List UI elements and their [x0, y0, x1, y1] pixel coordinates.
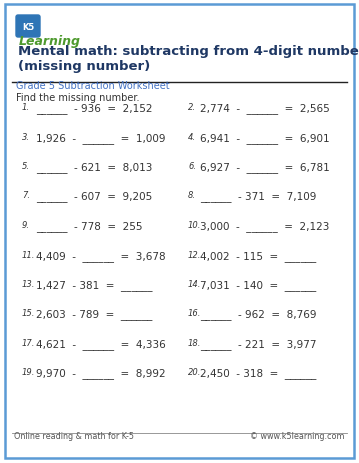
Text: 18.: 18.: [188, 338, 201, 347]
Text: 8.: 8.: [188, 191, 196, 200]
Text: 2.: 2.: [188, 103, 196, 112]
Text: 14.: 14.: [188, 279, 201, 288]
Text: 7.: 7.: [22, 191, 30, 200]
Text: 10.: 10.: [188, 220, 201, 230]
Text: 9,970  -  ______  =  8,992: 9,970 - ______ = 8,992: [36, 368, 165, 379]
Text: ______  - 778  =  255: ______ - 778 = 255: [36, 220, 143, 232]
Text: 19.: 19.: [22, 368, 36, 377]
Text: 7,031  - 140  =  ______: 7,031 - 140 = ______: [200, 280, 316, 290]
Text: 4,002  - 115  =  ______: 4,002 - 115 = ______: [200, 250, 316, 261]
Text: © www.k5learning.com: © www.k5learning.com: [251, 431, 345, 440]
Text: K5: K5: [22, 22, 34, 31]
Text: 2,774  -  ______  =  2,565: 2,774 - ______ = 2,565: [200, 103, 330, 114]
Text: 16.: 16.: [188, 309, 201, 318]
Text: ______  - 371  =  7,109: ______ - 371 = 7,109: [200, 191, 316, 202]
Text: 1.: 1.: [22, 103, 30, 112]
Text: 20.: 20.: [188, 368, 201, 377]
Text: Find the missing number.: Find the missing number.: [16, 93, 140, 103]
Text: 12.: 12.: [188, 250, 201, 259]
Text: 6,941  -  ______  =  6,901: 6,941 - ______ = 6,901: [200, 132, 330, 143]
Text: 1,427  - 381  =  ______: 1,427 - 381 = ______: [36, 280, 153, 290]
Text: Mental math: subtracting from 4-digit numbers: Mental math: subtracting from 4-digit nu…: [18, 45, 359, 58]
Text: 17.: 17.: [22, 338, 36, 347]
Text: Learning: Learning: [19, 36, 81, 49]
FancyBboxPatch shape: [16, 16, 40, 38]
Text: ______  - 936  =  2,152: ______ - 936 = 2,152: [36, 103, 153, 114]
Text: 4,621  -  ______  =  4,336: 4,621 - ______ = 4,336: [36, 338, 166, 349]
Text: 5.: 5.: [22, 162, 30, 171]
Text: 2,450  - 318  =  ______: 2,450 - 318 = ______: [200, 368, 316, 379]
Text: 6.: 6.: [188, 162, 196, 171]
Text: 1,926  -  ______  =  1,009: 1,926 - ______ = 1,009: [36, 132, 165, 143]
Text: 2,603  - 789  =  ______: 2,603 - 789 = ______: [36, 309, 152, 320]
Text: 15.: 15.: [22, 309, 36, 318]
Text: 3,000  -  ______  =  2,123: 3,000 - ______ = 2,123: [200, 220, 329, 232]
Text: ______  - 221  =  3,977: ______ - 221 = 3,977: [200, 338, 317, 349]
Text: (missing number): (missing number): [18, 60, 150, 73]
Text: 6,927  -  ______  =  6,781: 6,927 - ______ = 6,781: [200, 162, 330, 173]
Text: Online reading & math for K-5: Online reading & math for K-5: [14, 431, 134, 440]
Text: ______  - 607  =  9,205: ______ - 607 = 9,205: [36, 191, 152, 202]
Text: Grade 5 Subtraction Worksheet: Grade 5 Subtraction Worksheet: [16, 81, 169, 91]
Text: 9.: 9.: [22, 220, 30, 230]
Text: 11.: 11.: [22, 250, 36, 259]
Text: 4,409  -  ______  =  3,678: 4,409 - ______ = 3,678: [36, 250, 165, 261]
Text: 3.: 3.: [22, 132, 30, 141]
Text: 13.: 13.: [22, 279, 36, 288]
Text: 4.: 4.: [188, 132, 196, 141]
Text: ______  - 621  =  8,013: ______ - 621 = 8,013: [36, 162, 152, 173]
Text: ______  - 962  =  8,769: ______ - 962 = 8,769: [200, 309, 317, 320]
